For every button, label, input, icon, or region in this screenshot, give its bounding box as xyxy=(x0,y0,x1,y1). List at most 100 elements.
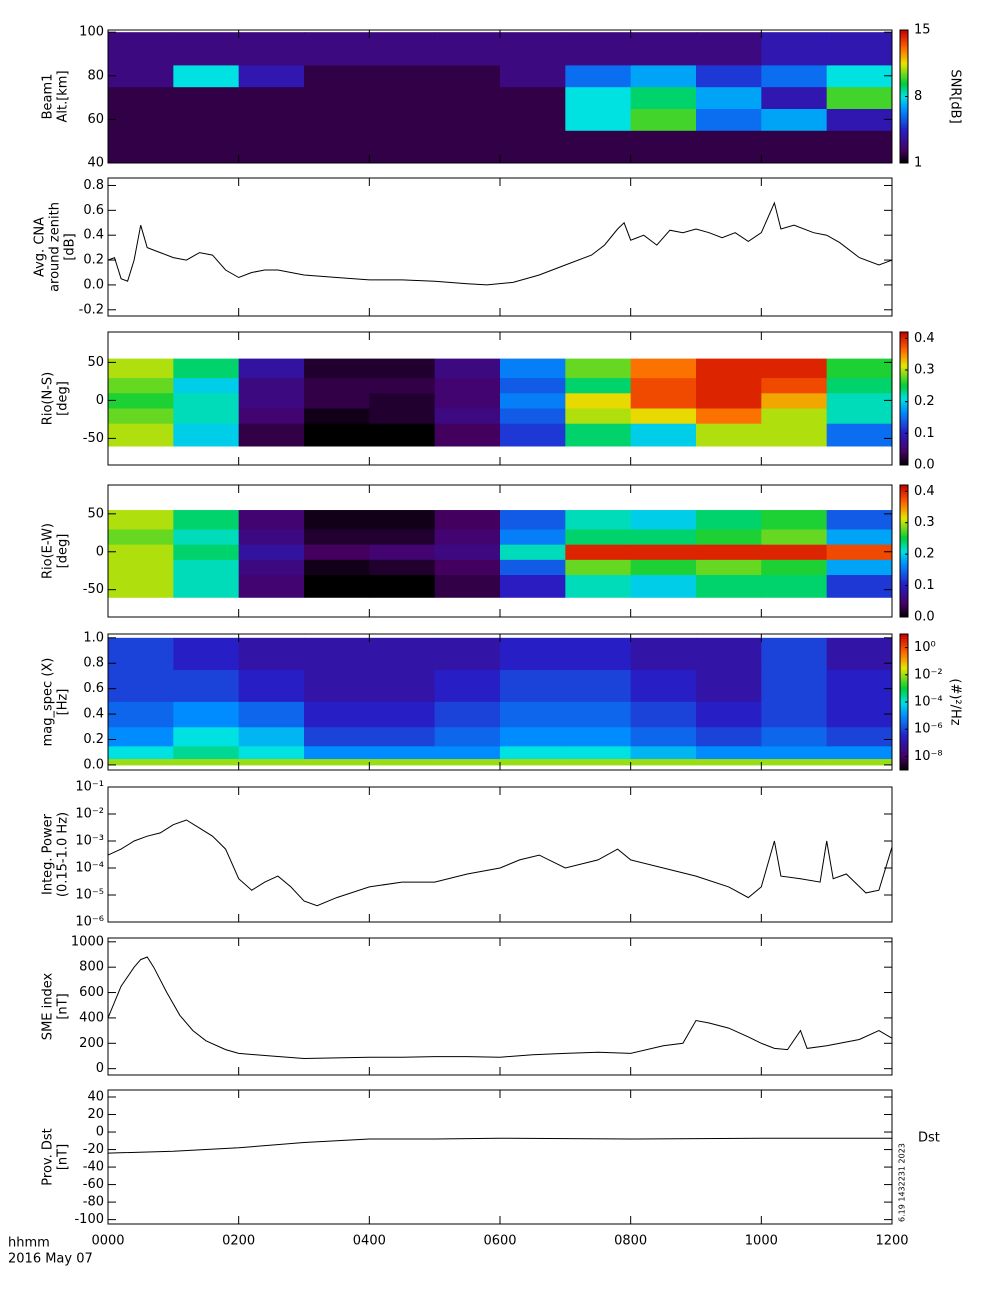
y-tick-label: 0.2 xyxy=(83,732,104,747)
heatmap-cell xyxy=(238,726,305,747)
heatmap-cell xyxy=(304,745,370,760)
heatmap-cell xyxy=(434,510,501,530)
heatmap-cell xyxy=(565,423,632,447)
heatmap-cell xyxy=(500,529,566,545)
heatmap-cell xyxy=(304,108,370,131)
x-tick-label: 0400 xyxy=(353,1234,386,1249)
heatmap-cell xyxy=(238,64,305,88)
x-axis-label: hhmm xyxy=(8,1236,50,1251)
y-tick-label: 80 xyxy=(87,68,104,83)
colorbar-swatch xyxy=(900,652,908,655)
y-tick-label: -40 xyxy=(83,1160,104,1175)
colorbar-swatch xyxy=(900,765,908,769)
heatmap-cell xyxy=(500,32,566,66)
heatmap-cell xyxy=(826,86,893,109)
colorbar-swatch xyxy=(900,367,908,371)
heatmap-cell xyxy=(696,726,762,747)
heatmap-cell xyxy=(434,544,501,560)
colorbar-swatch xyxy=(900,540,908,543)
colorbar-swatch xyxy=(900,670,908,674)
heatmap-cell xyxy=(826,358,893,379)
heatmap-cell xyxy=(304,510,370,530)
colorbar-tick-label: 0.2 xyxy=(914,547,935,562)
y-tick-label: 10⁻⁵ xyxy=(75,888,104,903)
heatmap-cell xyxy=(500,758,566,766)
y-tick-label: 0.6 xyxy=(83,681,104,696)
heatmap-cell xyxy=(761,130,828,164)
colorbar-swatch xyxy=(900,747,908,751)
colorbar-tick-label: 0.3 xyxy=(914,515,935,530)
heatmap-cell xyxy=(630,86,697,109)
colorbar-swatch xyxy=(900,507,908,510)
heatmap-cell xyxy=(304,392,370,409)
colorbar-tick-label: 10⁰ xyxy=(914,640,936,655)
colorbar-swatch xyxy=(900,522,908,526)
x-tick-label: 1000 xyxy=(745,1234,778,1249)
heatmap-cell xyxy=(304,701,370,728)
heatmap-cell xyxy=(630,408,697,424)
heatmap-cell xyxy=(696,758,762,766)
colorbar-swatch xyxy=(900,493,908,497)
heatmap-cell xyxy=(108,86,174,109)
colorbar-swatch xyxy=(900,136,908,140)
heatmap-cell xyxy=(696,701,762,728)
heatmap-cell xyxy=(761,669,828,702)
y-axis-label: Integ. Power xyxy=(41,813,56,895)
colorbar-swatch xyxy=(900,147,908,151)
colorbar-swatch xyxy=(900,756,908,760)
colorbar-swatch xyxy=(900,595,908,598)
heatmap-cell xyxy=(565,701,632,728)
colorbar-tick-label: 0.0 xyxy=(914,610,935,625)
heatmap-cell xyxy=(434,86,501,109)
colorbar-swatch xyxy=(900,429,908,433)
colorbar-swatch xyxy=(900,724,908,728)
heatmap-cell xyxy=(696,574,762,598)
colorbar-swatch xyxy=(900,400,908,404)
heatmap-cell xyxy=(696,529,762,545)
plot-frame xyxy=(107,1089,893,1225)
colorbar-swatch xyxy=(900,634,908,637)
colorbar-swatch xyxy=(900,749,908,753)
heatmap-cell xyxy=(826,544,893,560)
y-axis-label: Rio(N-S) xyxy=(41,372,56,425)
colorbar-tick-label: 0.3 xyxy=(914,363,935,378)
colorbar-swatch xyxy=(900,83,908,86)
colorbar-swatch xyxy=(900,643,908,646)
colorbar-swatch xyxy=(900,551,908,554)
colorbar-swatch xyxy=(900,515,908,519)
heatmap-cell xyxy=(826,529,893,545)
heatmap-cell xyxy=(238,544,305,560)
colorbar-swatch xyxy=(900,447,908,450)
heatmap-cell xyxy=(369,423,436,447)
heatmap-cell xyxy=(369,726,436,747)
heatmap-cell xyxy=(304,574,370,598)
heatmap-cell xyxy=(826,130,893,164)
colorbar-swatch xyxy=(900,351,908,355)
colorbar-swatch xyxy=(900,107,908,111)
colorbar-swatch xyxy=(900,518,908,521)
colorbar-swatch xyxy=(900,692,908,696)
colorbar-swatch xyxy=(900,767,908,771)
heatmap-cell xyxy=(304,377,370,394)
colorbar-swatch xyxy=(900,511,908,515)
data-line xyxy=(107,1137,892,1154)
colorbar-swatch xyxy=(900,409,908,413)
heatmap-cell xyxy=(238,86,305,109)
heatmap-cell xyxy=(108,358,174,379)
heatmap-cell xyxy=(173,408,240,424)
colorbar-swatch xyxy=(900,688,908,692)
colorbar-swatch xyxy=(900,731,908,735)
y-tick-label: 1.0 xyxy=(83,630,104,645)
heatmap-cell xyxy=(369,32,436,66)
colorbar-swatch xyxy=(900,533,908,537)
colorbar-swatch xyxy=(900,154,908,157)
colorbar-swatch xyxy=(900,105,908,109)
heatmap-cell xyxy=(826,701,893,728)
colorbar-swatch xyxy=(900,349,908,353)
heatmap-cell xyxy=(565,637,632,671)
y-axis-label: around zenith xyxy=(48,202,63,292)
heatmap-cell xyxy=(761,392,828,409)
heatmap-cell xyxy=(173,32,240,66)
y-tick-label: 600 xyxy=(79,985,104,1000)
heatmap-cell xyxy=(630,529,697,545)
